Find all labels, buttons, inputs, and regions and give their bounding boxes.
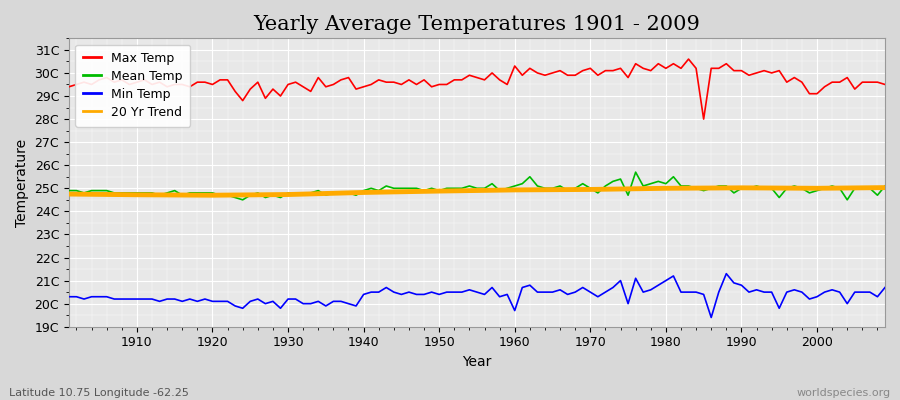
Y-axis label: Temperature: Temperature	[15, 138, 29, 226]
X-axis label: Year: Year	[463, 355, 491, 369]
Text: Latitude 10.75 Longitude -62.25: Latitude 10.75 Longitude -62.25	[9, 388, 189, 398]
Text: worldspecies.org: worldspecies.org	[796, 388, 891, 398]
Title: Yearly Average Temperatures 1901 - 2009: Yearly Average Temperatures 1901 - 2009	[254, 15, 700, 34]
Legend: Max Temp, Mean Temp, Min Temp, 20 Yr Trend: Max Temp, Mean Temp, Min Temp, 20 Yr Tre…	[76, 44, 191, 126]
